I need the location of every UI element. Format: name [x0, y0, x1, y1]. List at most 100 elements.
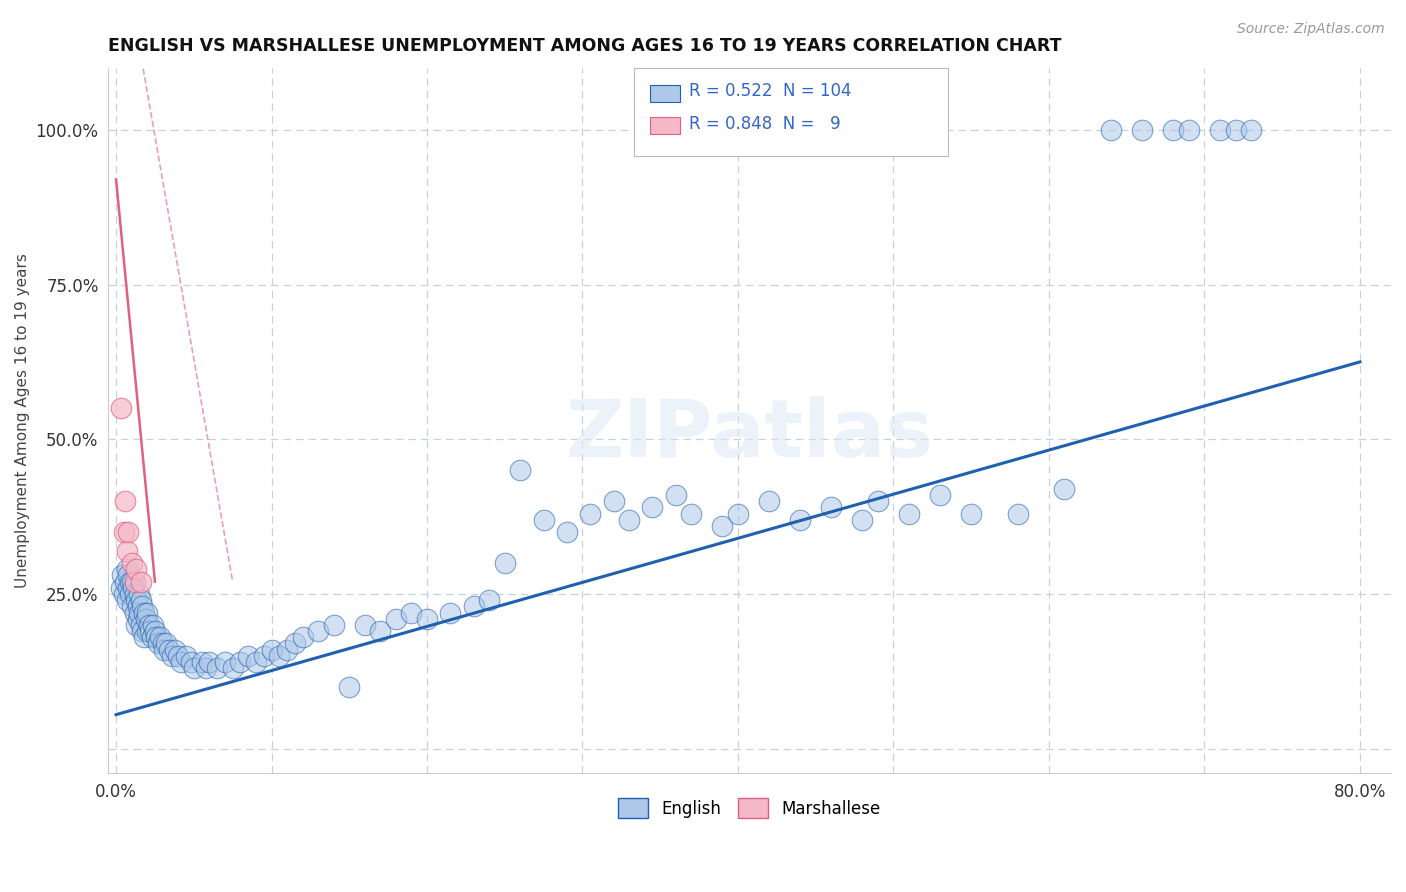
Text: R = 0.848  N =   9: R = 0.848 N = 9	[689, 115, 841, 133]
Point	[124, 574, 146, 589]
FancyBboxPatch shape	[634, 68, 949, 156]
Point	[136, 606, 159, 620]
Point	[401, 606, 423, 620]
Point	[1225, 123, 1247, 137]
FancyBboxPatch shape	[650, 118, 681, 135]
Point	[478, 593, 501, 607]
Point	[665, 488, 688, 502]
Point	[245, 655, 267, 669]
Point	[117, 581, 139, 595]
Point	[110, 581, 132, 595]
Point	[112, 587, 135, 601]
Point	[463, 599, 485, 614]
Point	[174, 648, 197, 663]
Point	[132, 606, 155, 620]
Point	[110, 401, 132, 416]
Point	[337, 680, 360, 694]
Point	[307, 624, 329, 639]
Point	[115, 562, 138, 576]
Point	[118, 574, 141, 589]
Point	[131, 599, 153, 614]
Point	[439, 606, 461, 620]
Point	[866, 494, 889, 508]
Point	[121, 599, 143, 614]
Point	[145, 630, 167, 644]
Point	[153, 642, 176, 657]
Point	[160, 648, 183, 663]
Point	[115, 543, 138, 558]
Point	[205, 661, 228, 675]
Point	[127, 599, 149, 614]
Point	[152, 636, 174, 650]
Text: ENGLISH VS MARSHALLESE UNEMPLOYMENT AMONG AGES 16 TO 19 YEARS CORRELATION CHART: ENGLISH VS MARSHALLESE UNEMPLOYMENT AMON…	[108, 37, 1062, 55]
Point	[711, 519, 734, 533]
Point	[124, 587, 146, 601]
Point	[115, 593, 138, 607]
Point	[117, 525, 139, 540]
Point	[127, 612, 149, 626]
Point	[579, 507, 602, 521]
Legend: English, Marshallese: English, Marshallese	[612, 791, 887, 825]
Point	[183, 661, 205, 675]
Point	[1053, 482, 1076, 496]
Point	[129, 574, 152, 589]
Point	[1130, 123, 1153, 137]
Point	[157, 642, 180, 657]
Point	[122, 581, 145, 595]
Point	[617, 513, 640, 527]
Point	[960, 507, 983, 521]
Point	[851, 513, 873, 527]
Point	[114, 494, 136, 508]
Y-axis label: Unemployment Among Ages 16 to 19 years: Unemployment Among Ages 16 to 19 years	[15, 253, 30, 588]
Point	[129, 593, 152, 607]
Point	[121, 556, 143, 570]
Point	[758, 494, 780, 508]
Text: R = 0.522  N = 104: R = 0.522 N = 104	[689, 82, 852, 100]
Point	[494, 556, 516, 570]
Point	[170, 655, 193, 669]
Point	[132, 630, 155, 644]
Point	[180, 655, 202, 669]
Point	[146, 636, 169, 650]
Point	[276, 642, 298, 657]
Point	[229, 655, 252, 669]
Point	[533, 513, 555, 527]
Point	[125, 562, 148, 576]
Point	[125, 593, 148, 607]
FancyBboxPatch shape	[650, 85, 681, 102]
Point	[214, 655, 236, 669]
Point	[1209, 123, 1232, 137]
Point	[509, 463, 531, 477]
Point	[114, 574, 136, 589]
Point	[353, 618, 375, 632]
Point	[898, 507, 921, 521]
Point	[149, 630, 172, 644]
Point	[129, 618, 152, 632]
Text: Source: ZipAtlas.com: Source: ZipAtlas.com	[1237, 22, 1385, 37]
Point	[125, 618, 148, 632]
Point	[555, 525, 578, 540]
Point	[190, 655, 212, 669]
Point	[111, 568, 134, 582]
Point	[221, 661, 243, 675]
Point	[118, 587, 141, 601]
Point	[139, 624, 162, 639]
Point	[117, 568, 139, 582]
Point	[112, 525, 135, 540]
Point	[143, 624, 166, 639]
Point	[727, 507, 749, 521]
Point	[602, 494, 624, 508]
Point	[142, 618, 165, 632]
Point	[1099, 123, 1122, 137]
Point	[291, 630, 314, 644]
Point	[167, 648, 190, 663]
Point	[820, 500, 842, 515]
Point	[141, 630, 163, 644]
Point	[253, 648, 276, 663]
Text: ZIPatlas: ZIPatlas	[565, 396, 934, 474]
Point	[681, 507, 703, 521]
Point	[128, 587, 150, 601]
Point	[135, 612, 157, 626]
Point	[128, 606, 150, 620]
Point	[165, 642, 187, 657]
